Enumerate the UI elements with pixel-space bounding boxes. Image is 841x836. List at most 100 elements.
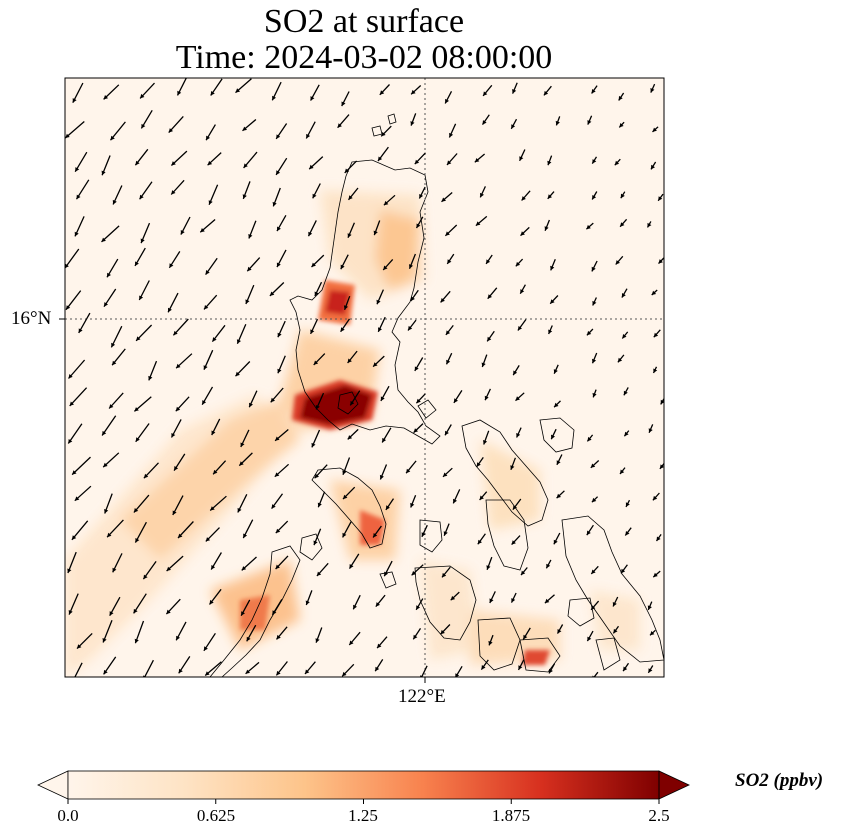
wind-arrow-head (340, 327, 345, 332)
wind-arrow-head (102, 638, 107, 643)
wind-arrow-head (475, 221, 481, 226)
wind-arrow-head (347, 358, 352, 363)
wind-arrow-shaft (71, 456, 91, 476)
wind-arrow-head (519, 156, 524, 161)
wind-arrow-head (550, 299, 555, 304)
wind-arrow-head (143, 473, 149, 479)
wind-arrow-head (272, 610, 277, 615)
wind-arrow-head (174, 466, 179, 471)
wind-arrow-head (247, 266, 252, 272)
wind-arrow-head (71, 535, 77, 540)
wind-arrow-head (176, 635, 180, 641)
wind-arrow-head (592, 159, 597, 164)
wind-arrow-head (621, 568, 626, 574)
wind-arrow-head (204, 305, 209, 310)
wind-arrow-head (136, 336, 141, 341)
wind-arrow-head (349, 564, 354, 569)
wind-arrow-head (103, 669, 108, 675)
wind-arrow-head (416, 605, 421, 610)
wind-arrow-head (276, 170, 281, 175)
wind-arrow-head (590, 463, 596, 468)
wind-arrow-head (410, 296, 415, 301)
wind-arrow-head (613, 628, 618, 634)
wind-arrow-head (445, 231, 450, 236)
wind-arrow-head (591, 266, 596, 272)
wind-arrow-head (620, 469, 625, 474)
wind-arrow-head (348, 195, 353, 200)
colorbar-extend-max (658, 770, 690, 800)
wind-arrow-head (587, 636, 592, 642)
wind-arrow-head (653, 368, 658, 373)
wind-arrow-head (305, 669, 310, 674)
wind-arrow-head (316, 571, 322, 576)
wind-arrow-head (315, 638, 320, 643)
wind-arrow-head (68, 610, 73, 615)
wind-arrow-head (205, 671, 210, 676)
wind-arrow-head (408, 325, 413, 331)
wind-arrow-head (275, 528, 281, 534)
wind-arrow-head (416, 223, 421, 228)
wind-arrow-head (550, 265, 555, 271)
wind-arrow-head (512, 505, 517, 510)
wind-arrow-head (375, 602, 380, 607)
wind-arrow-head (455, 673, 460, 677)
wind-arrow-head (65, 263, 69, 269)
wind-arrow-head (135, 437, 140, 442)
wind-arrow-head (109, 611, 114, 616)
wind-arrow-shaft (69, 387, 88, 407)
wind-arrow-head (373, 230, 378, 236)
wind-arrow-head (660, 399, 664, 405)
wind-arrow-head (305, 600, 310, 605)
wind-arrow-head (205, 270, 210, 275)
wind-arrow-head (169, 263, 174, 268)
wind-arrow-head (340, 264, 345, 270)
wind-arrow-head (379, 90, 385, 95)
wind-arrow-head (476, 462, 481, 467)
wind-arrow-head (166, 566, 171, 571)
wind-arrow-head (276, 634, 281, 640)
wind-arrow-head (406, 468, 411, 474)
wind-arrow-head (272, 95, 276, 101)
wind-arrow-head (446, 359, 451, 365)
wind-arrow-shaft (102, 620, 113, 643)
wind-arrow-head (449, 132, 454, 138)
wind-arrow-head (591, 569, 596, 574)
wind-arrow-head (483, 440, 488, 445)
wind-arrow-head (385, 505, 390, 510)
wind-arrow-head (276, 134, 281, 139)
wind-arrow-head (314, 291, 319, 296)
wind-arrow-head (513, 370, 518, 376)
wind-arrow-head (107, 532, 112, 538)
wind-arrow-head (71, 679, 75, 684)
wind-arrow-head (245, 299, 250, 304)
wind-arrow-head (515, 396, 520, 401)
wind-arrow-head (248, 234, 253, 239)
wind-arrow-head (77, 644, 82, 649)
wind-arrow-head (625, 502, 630, 507)
wind-arrow-head (445, 430, 449, 436)
wind-arrow-head (141, 123, 146, 129)
wind-arrow-head (647, 605, 652, 610)
wind-arrow-head (111, 342, 116, 348)
wind-arrow-head (210, 506, 215, 511)
wind-arrow-head (246, 636, 251, 642)
wind-arrow-head (133, 608, 138, 614)
wind-arrow-head (547, 160, 552, 166)
wind-arrow-head (548, 329, 553, 334)
wind-arrow-head (172, 510, 177, 515)
wind-arrow-head (274, 472, 280, 477)
wind-arrow-head (107, 272, 111, 278)
wind-arrow-head (551, 434, 555, 440)
wind-arrow-head (489, 598, 494, 603)
wind-arrow-head (373, 533, 378, 538)
wind-arrow-head (112, 360, 117, 366)
wind-arrow-head (453, 398, 458, 403)
wind-arrow-head (414, 366, 419, 371)
colorbar-tick-1: 0.625 (196, 806, 236, 825)
wind-arrow-head (202, 400, 207, 405)
wind-arrow-head (272, 201, 277, 207)
wind-arrow-head (557, 629, 562, 634)
wind-arrow-head (135, 538, 140, 543)
wind-arrow-head (591, 89, 596, 94)
wind-arrow-head (553, 369, 558, 374)
